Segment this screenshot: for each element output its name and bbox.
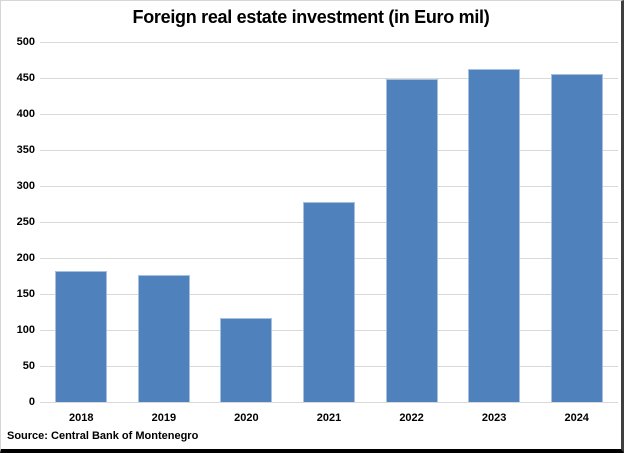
y-axis-tick-label: 50 [22, 360, 35, 372]
bar-2018 [55, 270, 108, 402]
bar-2021 [303, 201, 355, 402]
y-axis-tick-label: 450 [16, 72, 35, 84]
gridline [40, 114, 618, 115]
bar-2024 [550, 73, 603, 402]
gridline [40, 402, 618, 403]
bar-2020 [220, 318, 273, 402]
x-axis: 2018 2019 2020 2021 2022 2023 2024 [40, 412, 618, 428]
y-axis-tick-label: 150 [16, 288, 35, 300]
plot-area [40, 42, 618, 403]
y-axis-tick-label: 300 [16, 180, 35, 192]
x-axis-tick-label: 2022 [399, 412, 424, 424]
gridline [40, 42, 618, 43]
gridline [40, 186, 618, 187]
gridline [40, 78, 618, 79]
y-axis-tick-label: 400 [16, 108, 35, 120]
x-axis-tick-label: 2020 [234, 412, 259, 424]
x-axis-tick-label: 2021 [316, 412, 342, 424]
y-axis-tick-label: 500 [16, 36, 35, 48]
x-axis-tick-label: 2023 [481, 412, 507, 424]
y-axis-tick-label: 100 [16, 324, 35, 336]
chart-title: Foreign real estate investment (in Euro … [132, 7, 490, 27]
bar-2019 [137, 274, 190, 402]
bar-2023 [468, 68, 521, 402]
y-axis: 0 50 100 150 200 250 300 350 400 450 500 [1, 1, 35, 449]
x-axis-tick-label: 2024 [564, 412, 589, 424]
x-axis-tick-label: 2018 [69, 412, 94, 424]
y-axis-tick-label: 0 [28, 396, 35, 408]
y-axis-tick-label: 250 [16, 216, 35, 228]
bar-2022 [385, 79, 438, 402]
y-axis-tick-label: 200 [16, 252, 35, 264]
source-note: Source: Central Bank of Montenegro [7, 430, 199, 442]
x-axis-tick-label: 2019 [151, 412, 177, 424]
y-axis-tick-label: 350 [16, 144, 35, 156]
gridline [40, 150, 618, 151]
